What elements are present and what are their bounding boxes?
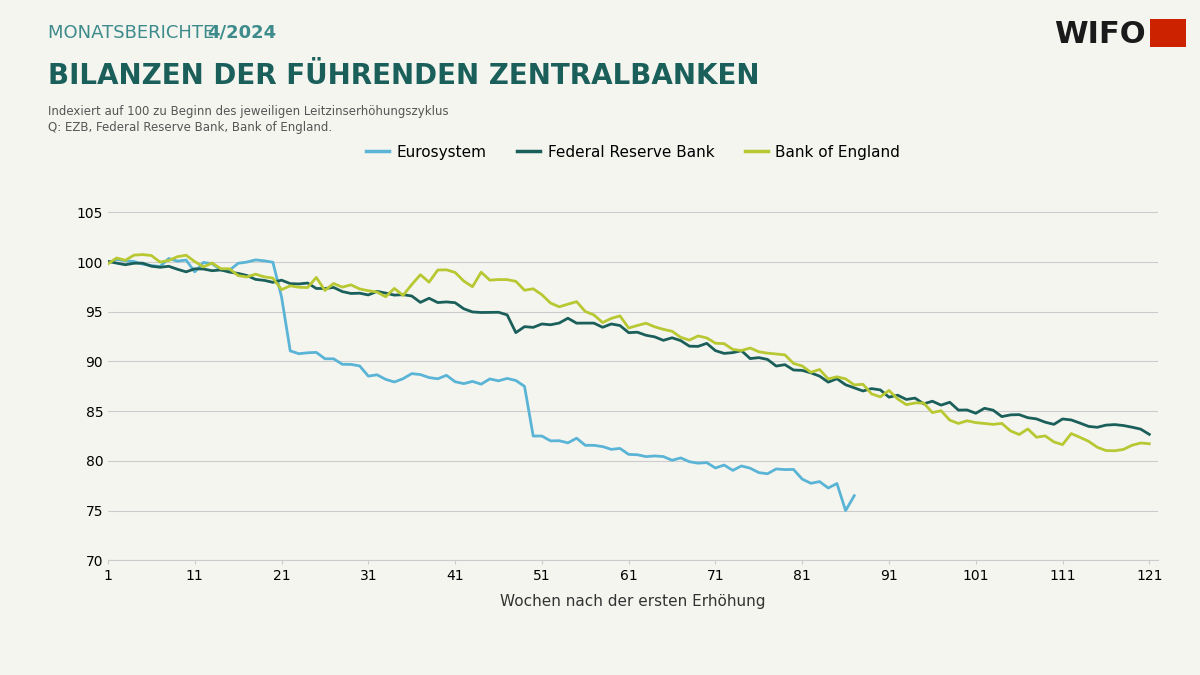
Text: Q: EZB, Federal Reserve Bank, Bank of England.: Q: EZB, Federal Reserve Bank, Bank of En… bbox=[48, 122, 332, 134]
X-axis label: Wochen nach der ersten Erhöhung: Wochen nach der ersten Erhöhung bbox=[500, 595, 766, 610]
Text: Indexiert auf 100 zu Beginn des jeweiligen Leitzinserhöhungszyklus: Indexiert auf 100 zu Beginn des jeweilig… bbox=[48, 105, 449, 117]
Text: WIFO: WIFO bbox=[1055, 20, 1146, 49]
Text: BILANZEN DER FÜHRENDEN ZENTRALBANKEN: BILANZEN DER FÜHRENDEN ZENTRALBANKEN bbox=[48, 62, 760, 90]
Legend: Eurosystem, Federal Reserve Bank, Bank of England: Eurosystem, Federal Reserve Bank, Bank o… bbox=[360, 138, 906, 166]
Text: 4/2024: 4/2024 bbox=[208, 24, 277, 42]
Text: MONATSBERICHTE: MONATSBERICHTE bbox=[48, 24, 220, 42]
